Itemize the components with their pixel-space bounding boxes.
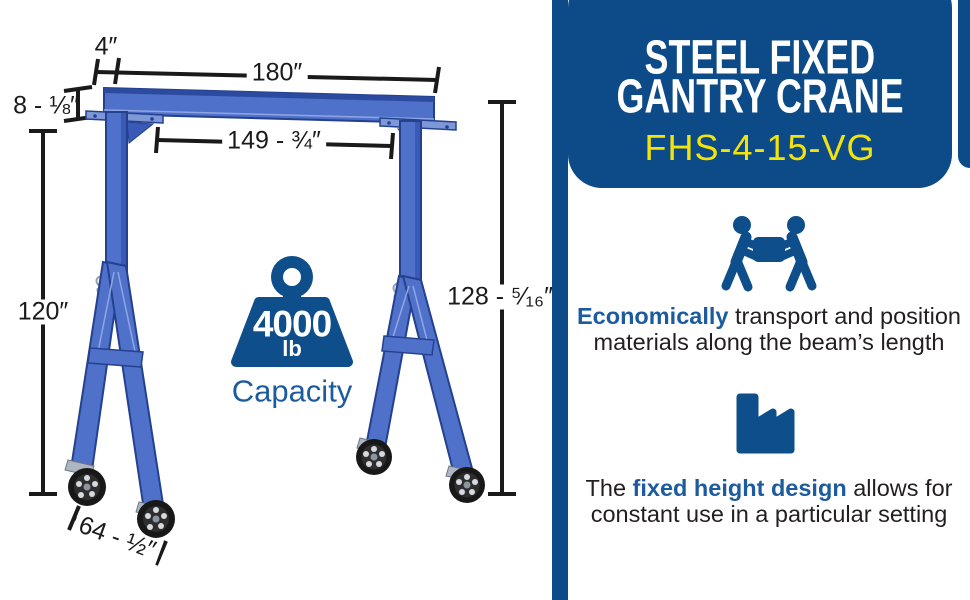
- dim-height-under-beam: 120″: [12, 299, 74, 325]
- caster-wheel: [68, 468, 106, 506]
- product-title-line2: GANTRY CRANE: [616, 68, 904, 124]
- feature-text-2: The fixed height design allows for const…: [568, 475, 970, 527]
- factory-icon: [732, 392, 804, 463]
- capacity-label: Capacity: [231, 373, 353, 409]
- model-number: FHS-4-15-VG: [644, 127, 876, 168]
- caster-wheel: [356, 439, 392, 475]
- feature-text-1: Economically transport and position mate…: [568, 303, 970, 355]
- caster-wheel: [137, 500, 175, 538]
- dim-overall-height: 128 - ⁵⁄₁₆″: [442, 284, 558, 310]
- gantry-crane-illustration: [29, 57, 516, 566]
- feature-2-line2: constant use in a particular setting: [590, 500, 948, 527]
- caster-wheel: [449, 467, 485, 503]
- left-cross-brace: [87, 347, 144, 368]
- product-title-line1: STEEL FIXED: [644, 29, 876, 85]
- weight-icon: [231, 256, 353, 367]
- gantry-crane-diagram: 4″ 180″ 8 - ⅛″ 149 - ¾″ 120″ 128 - ⁵⁄₁₆″…: [12, 32, 553, 566]
- capacity-value: 4000: [252, 303, 332, 345]
- left-rear-leg: [105, 260, 165, 512]
- caster-wheels: [68, 439, 485, 538]
- feature-2-line1: The fixed height design allows for: [585, 475, 953, 501]
- feature-1-line1: Economically transport and position: [576, 303, 962, 329]
- dim-beam-length: 180″: [246, 60, 308, 86]
- capacity-unit: lb: [282, 336, 302, 361]
- divider-bar: [552, 0, 568, 600]
- dim-beam-overhang: 4″: [94, 32, 118, 61]
- right-cross-brace: [381, 335, 435, 356]
- feature-1-line2: materials along the beam’s length: [593, 328, 945, 355]
- dim-beam-height: 8 - ⅛″: [13, 91, 79, 120]
- product-header: STEEL FIXED GANTRY CRANE FHS-4-15-VG: [568, 0, 952, 188]
- dim-inner-span: 149 - ¾″: [222, 128, 326, 154]
- people-carry-icon: [717, 213, 821, 302]
- corner-decoration: [958, 0, 970, 168]
